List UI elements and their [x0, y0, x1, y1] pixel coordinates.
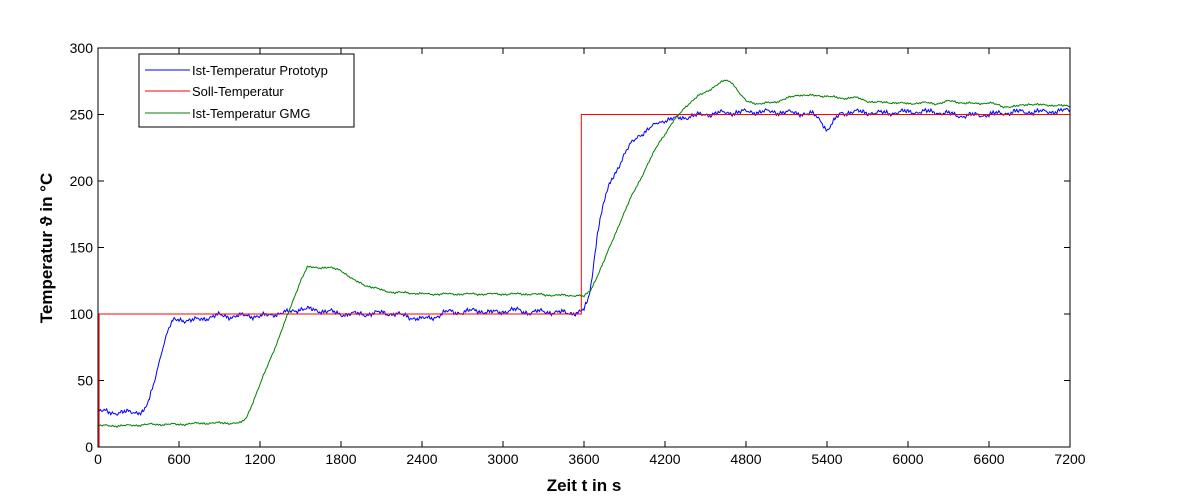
- x-tick-label: 1800: [325, 451, 356, 467]
- x-axis-label: Zeit t in s: [547, 476, 622, 495]
- x-tick-label: 3000: [487, 451, 518, 467]
- x-tick-label: 1200: [244, 451, 275, 467]
- x-tick-label: 6000: [892, 451, 923, 467]
- x-tick-label: 2400: [406, 451, 437, 467]
- y-tick-label: 0: [85, 439, 93, 455]
- y-tick-label: 50: [77, 373, 93, 389]
- axis-ticks: 0 600 1200 1800 2400 3000 3600 4200 4800 5400 6000…: [70, 40, 1086, 467]
- plot-frame: [97, 47, 1071, 448]
- series-line-0: [97, 107, 1071, 417]
- x-tick-label: 6600: [973, 451, 1004, 467]
- x-tick-label: 7200: [1054, 451, 1085, 467]
- legend-label-soll: Soll-Temperatur: [192, 84, 284, 99]
- y-tick-label: 300: [70, 40, 94, 56]
- legend: Ist-Temperatur Prototyp Soll-Temperatur …: [138, 53, 355, 128]
- y-axis-label: Temperatur ϑ in °C: [37, 173, 56, 324]
- x-tick-label: 4200: [649, 451, 680, 467]
- legend-label-prototyp: Ist-Temperatur Prototyp: [192, 63, 328, 78]
- x-tick-label: 0: [94, 451, 102, 467]
- x-tick-label: 5400: [811, 451, 842, 467]
- legend-label-gmg: Ist-Temperatur GMG: [192, 106, 310, 121]
- y-tick-label: 100: [70, 306, 94, 322]
- x-tick-label: 4800: [730, 451, 761, 467]
- x-tick-label: 3600: [568, 451, 599, 467]
- y-tick-label: 200: [70, 173, 94, 189]
- y-tick-label: 150: [70, 240, 94, 256]
- series-line-2: [97, 79, 1071, 429]
- x-tick-label: 600: [167, 451, 191, 467]
- y-tick-label: 250: [70, 107, 94, 123]
